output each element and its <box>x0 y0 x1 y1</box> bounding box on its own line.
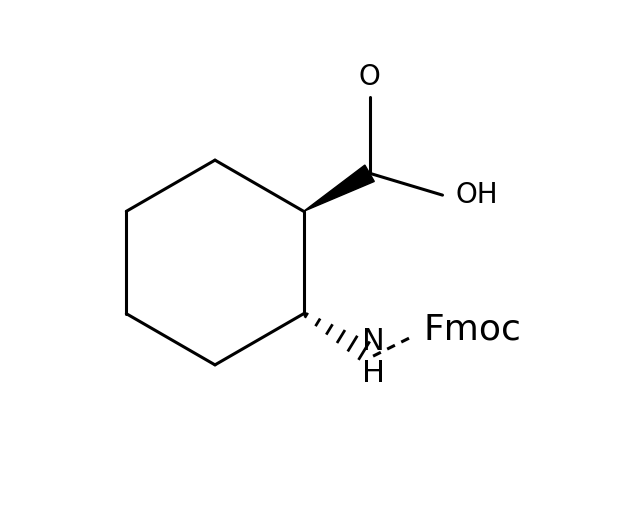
Text: N: N <box>362 327 385 356</box>
Text: OH: OH <box>456 181 499 209</box>
Polygon shape <box>303 165 374 211</box>
Text: O: O <box>358 63 380 91</box>
Text: H: H <box>362 359 385 388</box>
Text: Fmoc: Fmoc <box>423 313 521 347</box>
